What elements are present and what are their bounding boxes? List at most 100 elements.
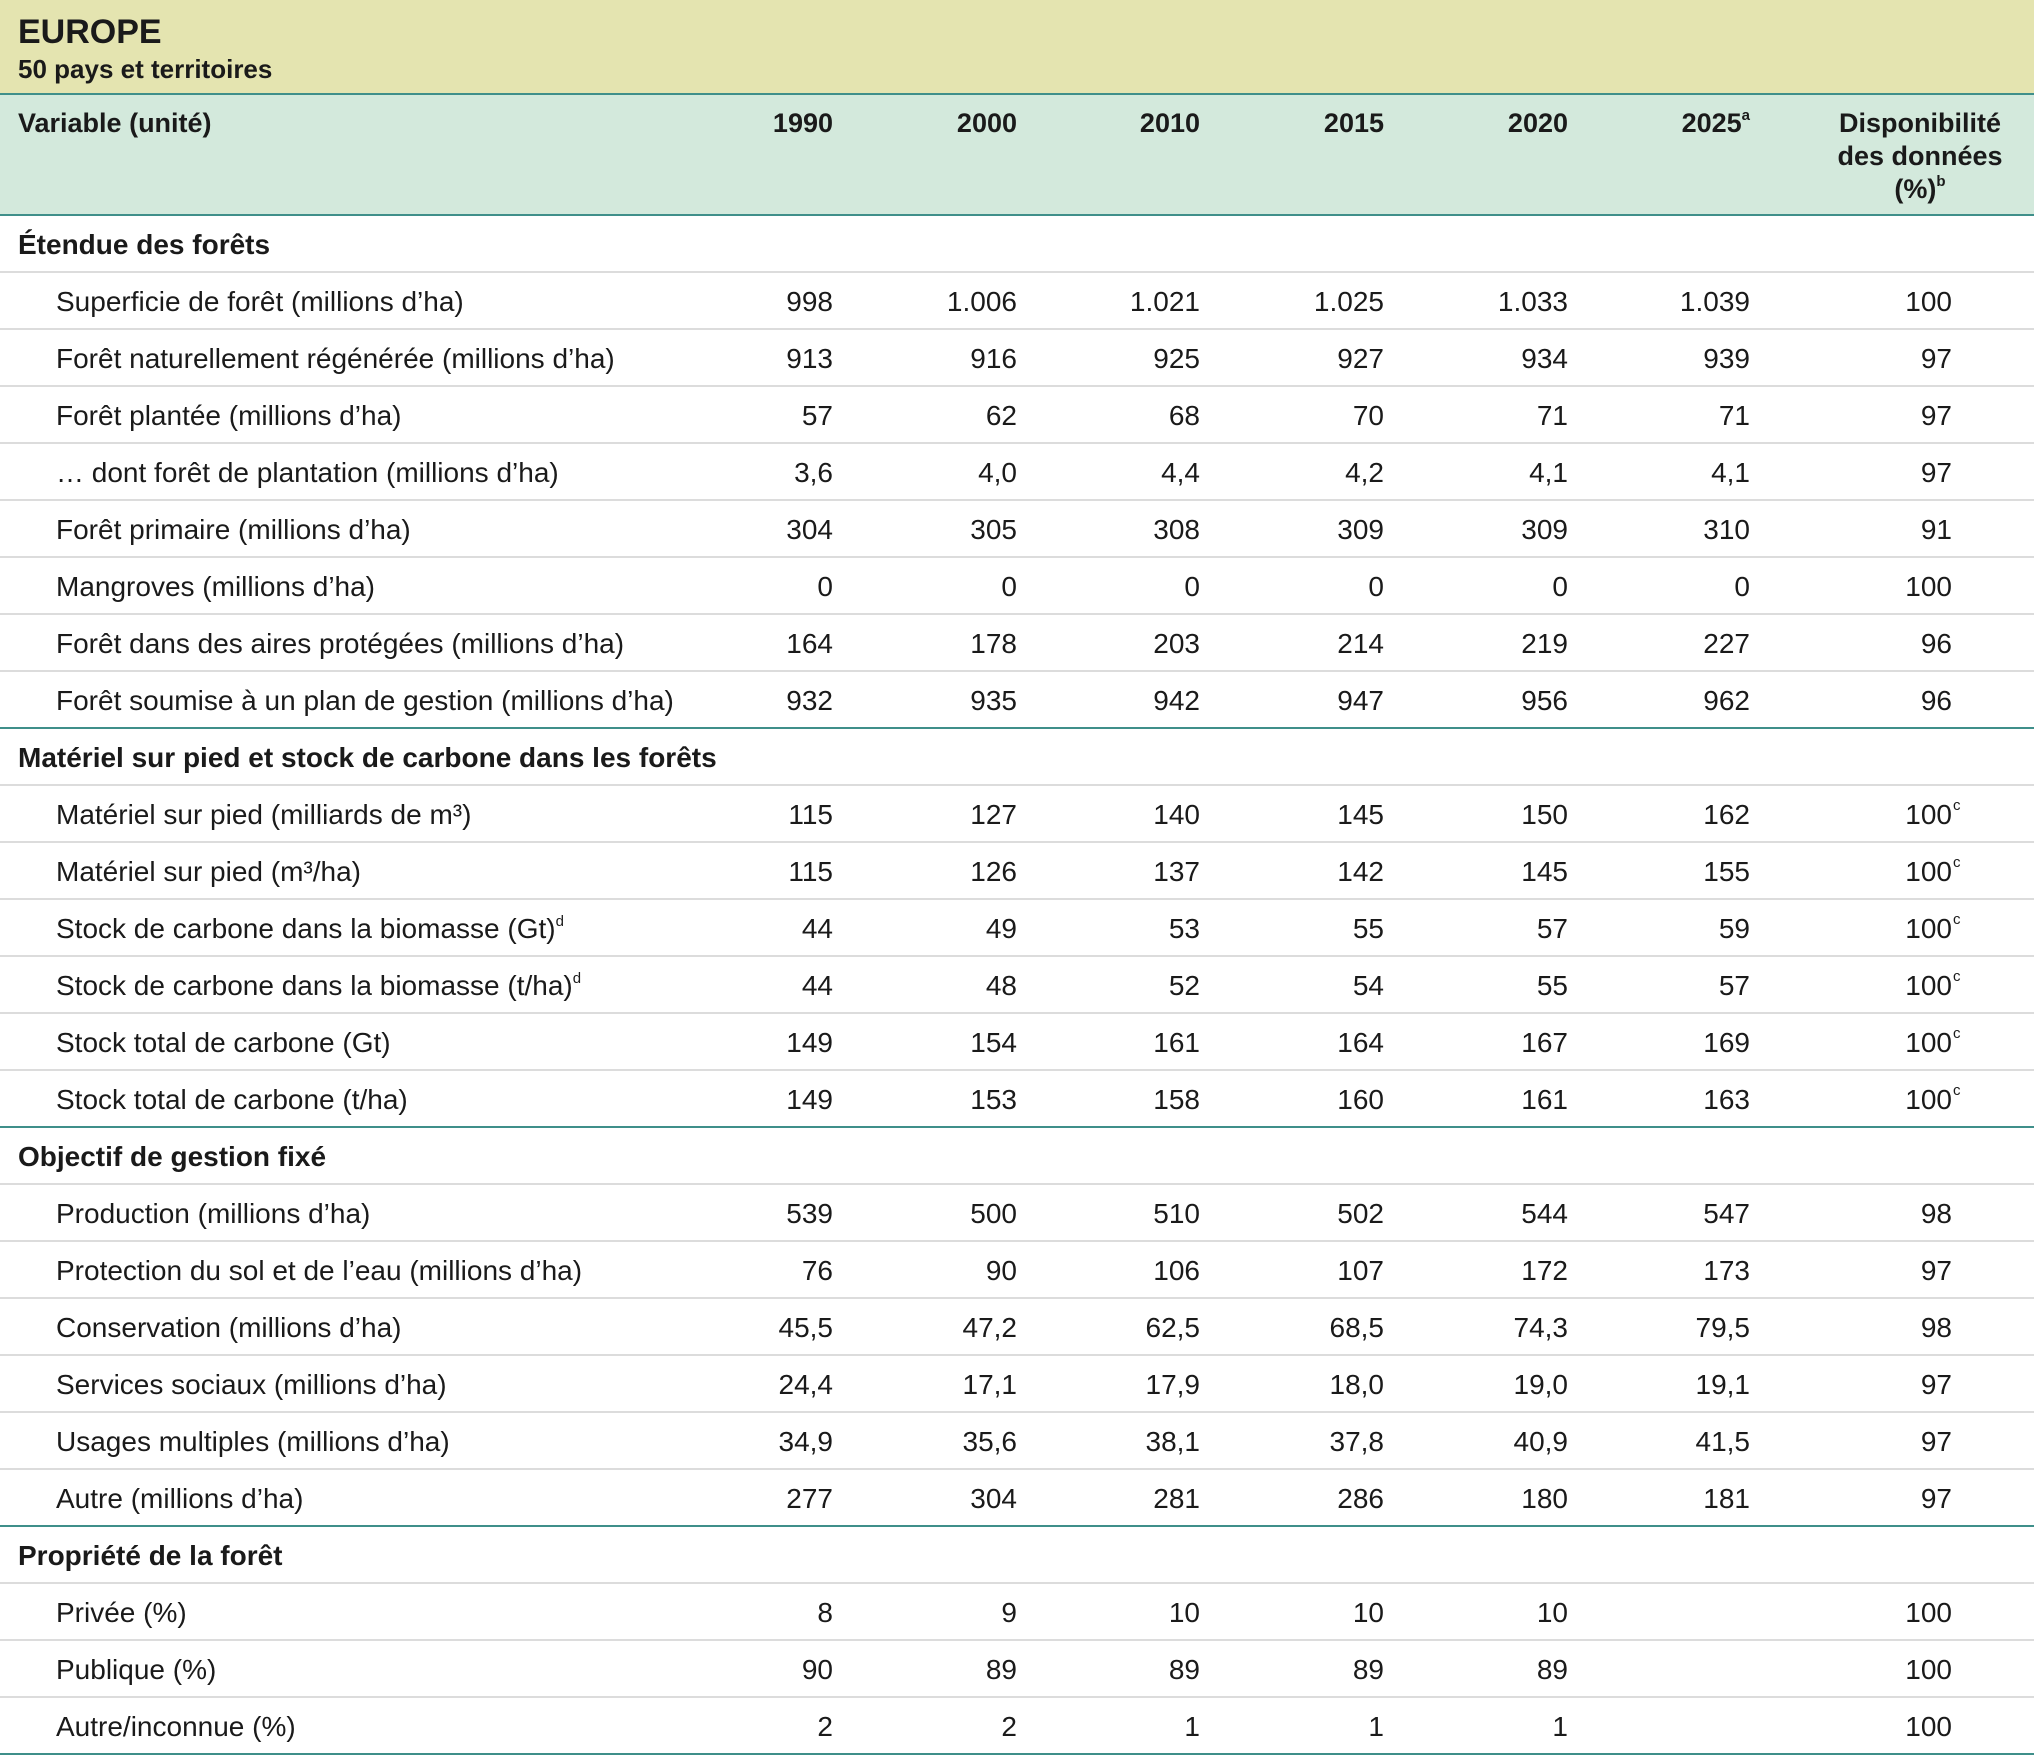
availability-cell: 100: [1892, 1698, 1952, 1755]
data-row: Stock total de carbone (Gt) 149 154 161 164 1…: [0, 1014, 2034, 1071]
value-cell: 57: [801, 400, 833, 431]
availability-cell: 100 c: [1905, 968, 1961, 1001]
value-cell: 4,4: [1161, 457, 1200, 488]
row-label: Production (millions d’ha): [56, 1185, 370, 1242]
column-heading: Disponibilité des données (%)b: [1830, 107, 2010, 206]
availability-text: 97: [1920, 1255, 1952, 1286]
value-cell: 160: [1337, 1084, 1384, 1115]
row-label: Forêt primaire (millions d’ha): [56, 501, 411, 558]
value-cell: 71: [1718, 400, 1750, 431]
value-cell: 178: [970, 628, 1017, 659]
value-cell: 89: [1536, 1654, 1568, 1685]
footnote-mark: d: [555, 912, 564, 930]
availability-cell: 100 c: [1905, 911, 1961, 944]
value-cell: 17,1: [962, 1369, 1018, 1400]
column-heading: 2025a: [1682, 107, 1750, 140]
value-cell: 1.025: [1313, 286, 1384, 317]
row-label: Stock total de carbone (t/ha): [56, 1071, 408, 1128]
value-cell: 913: [786, 343, 833, 374]
value-cell: 544: [1521, 1198, 1568, 1229]
column-heading: 2015: [1324, 107, 1384, 140]
data-row: Forêt naturellement régénérée (millions …: [0, 330, 2034, 387]
label-text: Privée (%): [56, 1597, 187, 1628]
value-cell: 52: [1168, 970, 1200, 1001]
value-cell: 153: [970, 1084, 1017, 1115]
row-label: Usages multiples (millions d’ha): [56, 1413, 450, 1470]
label-text: Matériel sur pied (m³/ha): [56, 856, 361, 887]
data-row: Conservation (millions d’ha) 45,5 47,2 62,5…: [0, 1299, 2034, 1356]
value-cell: 1: [1552, 1711, 1568, 1742]
value-cell: 62: [985, 400, 1017, 431]
value-cell: 0: [817, 571, 833, 602]
availability-text: 100: [1905, 1027, 1952, 1058]
label-text: Publique (%): [56, 1654, 217, 1685]
value-cell: 500: [970, 1198, 1017, 1229]
value-cell: 934: [1521, 343, 1568, 374]
availability-cell: 97: [1892, 1242, 1952, 1299]
value-cell: 55: [1352, 913, 1384, 944]
value-cell: 4,1: [1711, 457, 1750, 488]
data-row: Privée (%) 8 9 10 10 10 100: [0, 1584, 2034, 1641]
value-cell: 35,6: [962, 1426, 1018, 1457]
data-row: Stock de carbone dans la biomasse (Gt)d 4…: [0, 900, 2034, 957]
value-cell: 45,5: [778, 1312, 834, 1343]
data-row: Mangroves (millions d’ha) 0 0 0 0 0 0 100: [0, 558, 2034, 615]
availability-text: 100: [1905, 571, 1952, 602]
availability-cell: 96: [1892, 672, 1952, 729]
value-cell: 10: [1536, 1597, 1568, 1628]
row-label: Superficie de forêt (millions d’ha): [56, 273, 464, 330]
value-cell: 62,5: [1145, 1312, 1201, 1343]
section-title: Étendue des forêts: [18, 229, 271, 260]
value-cell: 47,2: [962, 1312, 1018, 1343]
label-text: Stock total de carbone (Gt): [56, 1027, 391, 1058]
value-cell: 281: [1153, 1483, 1200, 1514]
data-row: Stock total de carbone (t/ha) 149 153 158 16…: [0, 1071, 2034, 1128]
data-row: Forêt primaire (millions d’ha) 304 305 308 3…: [0, 501, 2034, 558]
value-cell: 1: [1368, 1711, 1384, 1742]
row-label: Conservation (millions d’ha): [56, 1299, 401, 1356]
value-cell: 59: [1718, 913, 1750, 944]
value-cell: 219: [1521, 628, 1568, 659]
value-cell: 89: [985, 1654, 1017, 1685]
availability-text: 100: [1905, 913, 1952, 944]
availability-cell: 96: [1892, 615, 1952, 672]
value-cell: 916: [970, 343, 1017, 374]
value-cell: 38,1: [1145, 1426, 1201, 1457]
label-text: Conservation (millions d’ha): [56, 1312, 402, 1343]
availability-cell: 100 c: [1905, 797, 1961, 830]
row-label: Forêt soumise à un plan de gestion (mill…: [56, 672, 674, 729]
value-cell: 539: [786, 1198, 833, 1229]
value-cell: 137: [1153, 856, 1200, 887]
value-cell: 4,2: [1345, 457, 1384, 488]
value-cell: 68: [1168, 400, 1200, 431]
value-cell: 309: [1521, 514, 1568, 545]
value-cell: 76: [801, 1255, 833, 1286]
availability-text: 98: [1920, 1198, 1952, 1229]
value-cell: 962: [1703, 685, 1750, 716]
data-row: Services sociaux (millions d’ha) 24,4 17,1…: [0, 1356, 2034, 1413]
data-row: Forêt dans des aires protégées (millions…: [0, 615, 2034, 672]
label-text: Forêt naturellement régénérée (millions …: [56, 343, 615, 374]
label-text: Forêt primaire (millions d’ha): [56, 514, 411, 545]
row-label: Mangroves (millions d’ha): [56, 558, 375, 615]
value-cell: 4,1: [1529, 457, 1568, 488]
row-label: Forêt naturellement régénérée (millions …: [56, 330, 615, 387]
value-cell: 180: [1521, 1483, 1568, 1514]
value-cell: 48: [985, 970, 1017, 1001]
data-row: Matériel sur pied (m³/ha) 115 126 137 142 145…: [0, 843, 2034, 900]
value-cell: 308: [1153, 514, 1200, 545]
value-cell: 149: [786, 1027, 833, 1058]
availability-text: 97: [1920, 400, 1952, 431]
label-text: Superficie de forêt (millions d’ha): [56, 286, 464, 317]
availability-cell: 97: [1892, 1413, 1952, 1470]
value-cell: 19,1: [1695, 1369, 1751, 1400]
value-cell: 547: [1703, 1198, 1750, 1229]
column-heading: 2000: [957, 107, 1017, 140]
column-heading: 2010: [1140, 107, 1200, 140]
value-cell: 502: [1337, 1198, 1384, 1229]
value-cell: 1.033: [1497, 286, 1568, 317]
availability-text: 100: [1905, 1084, 1952, 1115]
availability-cell: 91: [1892, 501, 1952, 558]
column-header: Variable (unité) 1990 2000 2010 2015 2020 2025…: [0, 95, 2034, 216]
value-cell: 8: [817, 1597, 833, 1628]
